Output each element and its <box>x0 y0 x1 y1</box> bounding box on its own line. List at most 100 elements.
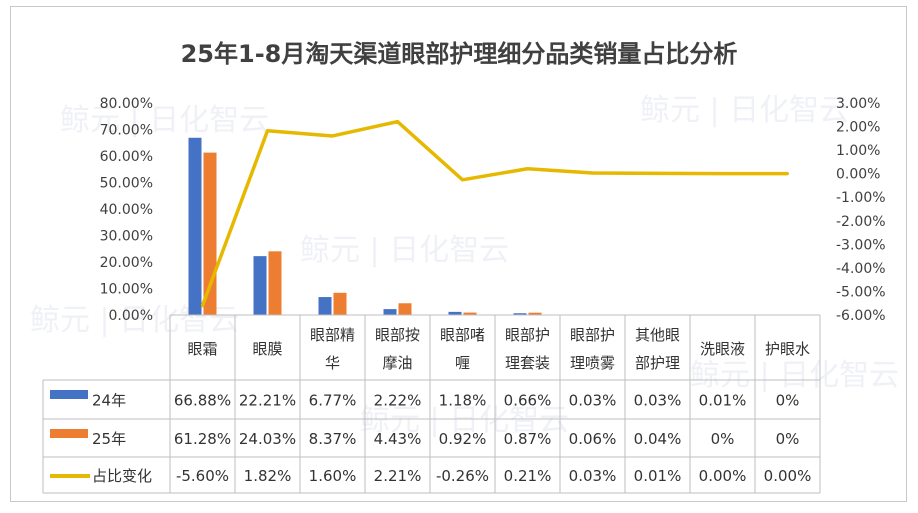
data-label: 0.06% <box>569 430 617 448</box>
data-label: 0.03% <box>569 467 617 485</box>
category-label: 理套装 <box>505 354 550 372</box>
y-left-tick-label: 60.00% <box>100 149 153 165</box>
y-left-tick-label: 30.00% <box>100 229 153 245</box>
legend-key-24 <box>50 390 88 399</box>
watermark-text: 鲸元 | 日化智云 <box>60 103 269 138</box>
category-label: 洗眼液 <box>700 340 745 358</box>
data-label: 8.37% <box>309 430 357 448</box>
data-label: 22.21% <box>239 392 296 410</box>
y-right-tick-label: 2.00% <box>836 120 880 136</box>
category-label: 眼部护 <box>505 326 550 344</box>
bar-25 <box>203 152 217 315</box>
line-point <box>201 304 204 308</box>
data-label: 0.03% <box>634 392 682 410</box>
data-label: 0% <box>776 430 800 448</box>
data-label: 4.43% <box>374 430 422 448</box>
data-label: 1.82% <box>244 467 292 485</box>
category-label: 摩油 <box>382 354 412 372</box>
line-point <box>396 120 399 124</box>
data-label: 0.00% <box>764 467 812 485</box>
category-label: 眼部啫 <box>440 326 485 344</box>
watermark-text: 鲸元 | 日化智云 <box>690 358 899 393</box>
category-label: 华 <box>325 354 340 372</box>
data-label: 0.87% <box>504 430 552 448</box>
data-label: 66.88% <box>174 392 231 410</box>
data-label: 0.66% <box>504 392 552 410</box>
bar-24 <box>383 309 397 315</box>
chart-title: 25年1-8月淘天渠道眼部护理细分品类销量占比分析 <box>181 40 738 68</box>
y-left-tick-label: 10.00% <box>100 282 153 298</box>
y-right-tick-label: 0.00% <box>836 167 880 183</box>
data-label: 1.18% <box>439 392 487 410</box>
line-point <box>591 171 594 175</box>
watermark-text: 鲸元 | 日化智云 <box>300 233 509 268</box>
line-point <box>786 172 789 176</box>
bar-24 <box>448 311 462 315</box>
line-point <box>721 172 724 176</box>
line-point <box>526 167 529 171</box>
y-right-tick-label: -4.00% <box>836 261 886 277</box>
data-label: 0.01% <box>699 392 747 410</box>
y-right-tick-label: -2.00% <box>836 214 886 230</box>
category-label: 眼膜 <box>252 340 282 358</box>
watermark-text: 鲸元 | 日化智云 <box>640 93 849 128</box>
bar-25 <box>333 292 347 315</box>
legend-label: 25年 <box>92 430 126 448</box>
category-label: 眼部按 <box>375 326 420 344</box>
bar-25 <box>528 312 542 315</box>
data-label: 0.01% <box>634 467 682 485</box>
data-label: 2.21% <box>374 467 422 485</box>
y-right-tick-label: 3.00% <box>836 96 880 112</box>
data-label: 0.00% <box>699 467 747 485</box>
data-label: 0% <box>711 430 735 448</box>
category-label: 眼霜 <box>187 340 217 358</box>
y-right-tick-label: -1.00% <box>836 190 886 206</box>
legend-label: 占比变化 <box>92 467 152 485</box>
y-left-tick-label: 0.00% <box>109 308 153 324</box>
category-label: 眼部精 <box>310 326 355 344</box>
chart-frame <box>10 6 907 502</box>
legend-label: 24年 <box>92 392 126 410</box>
data-label: 24.03% <box>239 430 296 448</box>
y-right-tick-label: -3.00% <box>836 237 886 253</box>
y-left-tick-label: 40.00% <box>100 202 153 218</box>
line-point <box>331 134 334 138</box>
line-point <box>266 129 269 133</box>
y-left-tick-label: 80.00% <box>100 96 153 112</box>
category-label: 护眼水 <box>765 340 810 358</box>
category-label: 其他眼 <box>635 326 680 344</box>
bar-24 <box>318 297 332 315</box>
bar-24 <box>253 256 267 315</box>
data-label: -5.60% <box>176 467 229 485</box>
data-label: 0.04% <box>634 430 682 448</box>
data-label: 0.21% <box>504 467 552 485</box>
category-label: 眼部护 <box>570 326 615 344</box>
watermark-text: 鲸元 | 日化智云 <box>360 403 569 438</box>
line-series-change <box>200 119 788 307</box>
legend-key-25 <box>50 429 88 438</box>
data-label: 2.22% <box>374 392 422 410</box>
data-label: 1.60% <box>309 467 357 485</box>
y-left-tick-label: 70.00% <box>100 123 153 139</box>
bar-25 <box>463 312 477 315</box>
data-label: -0.26% <box>436 467 489 485</box>
category-label: 部护理 <box>635 354 680 372</box>
bar-25 <box>398 303 412 315</box>
y-right-tick-label: 1.00% <box>836 143 880 159</box>
category-label: 喱 <box>455 354 470 372</box>
y-right-tick-label: -6.00% <box>836 308 886 324</box>
bar-24 <box>513 313 527 315</box>
bar-25 <box>268 251 282 315</box>
data-label: 0% <box>776 392 800 410</box>
bar-24 <box>188 137 202 315</box>
y-left-tick-label: 50.00% <box>100 176 153 192</box>
data-label: 6.77% <box>309 392 357 410</box>
line-point <box>461 178 464 182</box>
data-label: 61.28% <box>174 430 231 448</box>
category-label: 理喷雾 <box>570 354 615 372</box>
y-right-tick-label: -5.00% <box>836 284 886 300</box>
data-label: 0.92% <box>439 430 487 448</box>
